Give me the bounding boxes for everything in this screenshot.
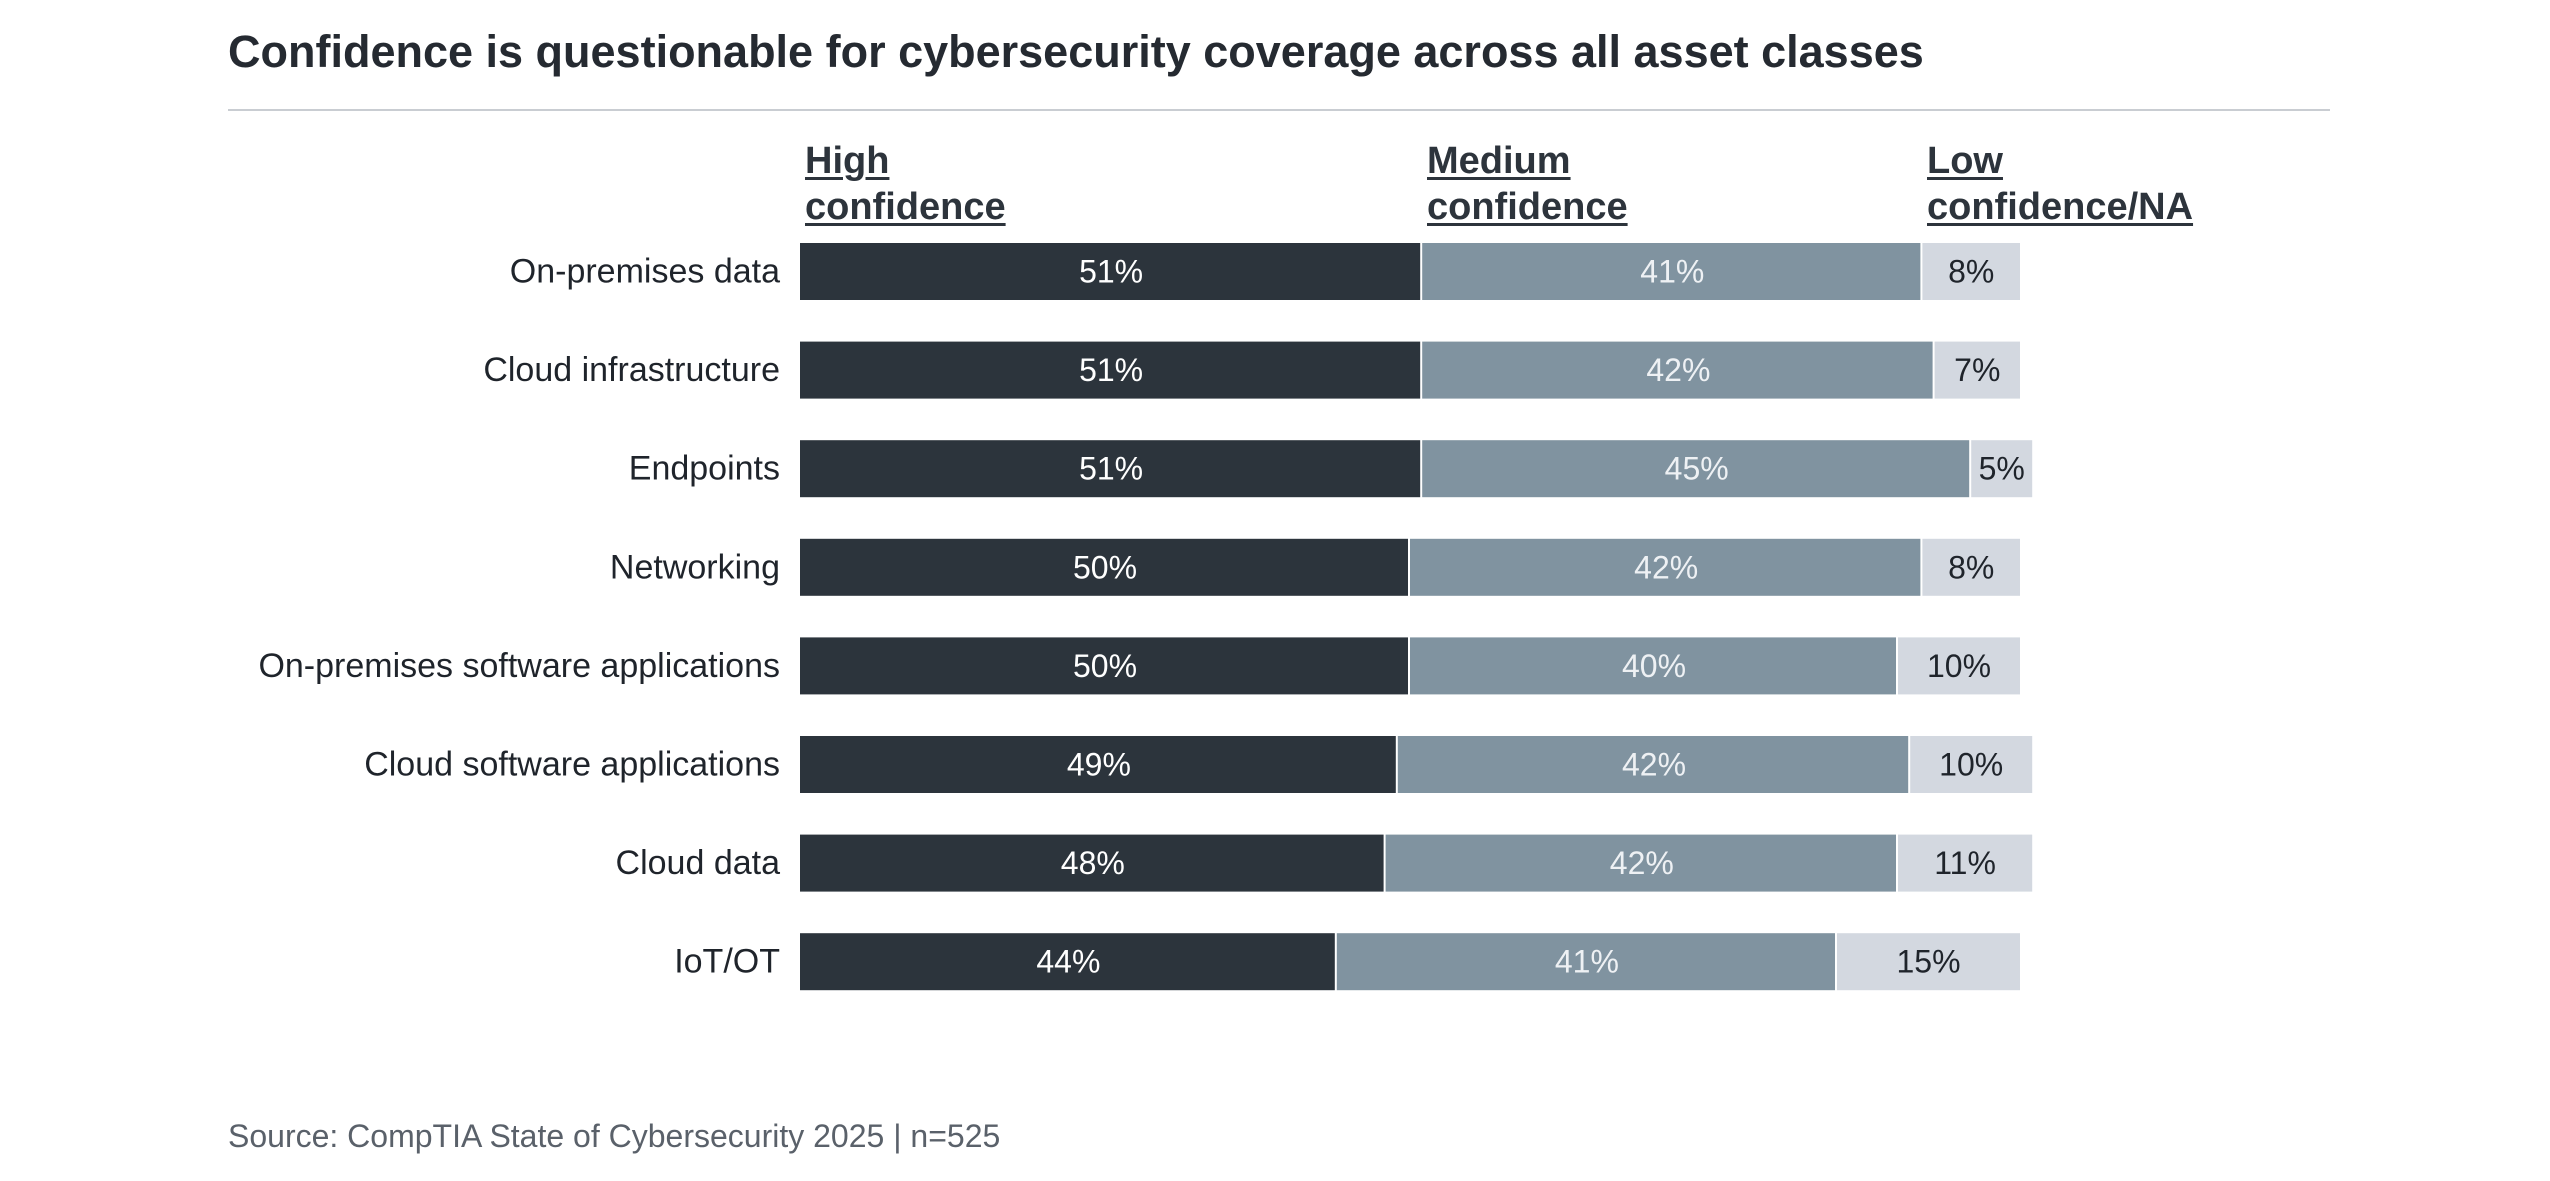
data-label-medium-iot-ot: 41% xyxy=(1555,944,1619,980)
bar-medium-cloud-data xyxy=(1385,834,1896,892)
bar-medium-cloud-infrastructure xyxy=(1422,341,1933,399)
data-label-medium-cloud-data: 42% xyxy=(1610,845,1674,881)
bar-medium-cloud-software-applications xyxy=(1397,736,1909,793)
data-label-low-on-premises-data: 8% xyxy=(1948,254,1994,290)
data-label-medium-on-premises-data: 41% xyxy=(1640,254,1704,290)
bar-low-endpoints xyxy=(1971,440,2033,498)
title-divider xyxy=(228,109,2330,111)
legend-medium-confidence: Medium confidence xyxy=(1427,138,1628,230)
category-label-cloud-data: Cloud data xyxy=(616,844,781,882)
data-label-low-cloud-software-applications: 10% xyxy=(1939,747,2003,783)
bar-high-endpoints xyxy=(800,440,1421,498)
legend-high-line2: confidence xyxy=(805,186,1006,228)
data-label-medium-on-premises-software-applications: 40% xyxy=(1622,648,1686,684)
bar-medium-on-premises-software-applications xyxy=(1410,637,1896,695)
category-label-on-premises-data: On-premises data xyxy=(510,253,780,291)
bar-high-cloud-infrastructure xyxy=(800,341,1421,399)
data-label-high-cloud-software-applications: 49% xyxy=(1067,747,1131,783)
bar-low-cloud-data xyxy=(1898,834,2033,892)
data-label-medium-endpoints: 45% xyxy=(1665,451,1729,487)
category-label-cloud-software-applications: Cloud software applications xyxy=(364,746,780,784)
bar-medium-networking xyxy=(1410,538,1921,596)
data-label-high-on-premises-data: 51% xyxy=(1079,254,1143,290)
bar-low-cloud-software-applications xyxy=(1910,736,2033,793)
bar-low-on-premises-software-applications xyxy=(1898,637,2020,695)
bar-high-iot-ot xyxy=(800,933,1335,991)
legend-high-confidence: High confidence xyxy=(805,138,1006,230)
category-label-networking: Networking xyxy=(610,548,780,586)
data-label-high-cloud-infrastructure: 51% xyxy=(1079,352,1143,388)
bar-high-networking xyxy=(800,538,1408,596)
data-label-low-iot-ot: 15% xyxy=(1896,944,1960,980)
legend-low-line2: confidence/NA xyxy=(1927,186,2194,228)
legend-low-confidence: Low confidence/NA xyxy=(1927,138,2193,230)
source-note: Source: CompTIA State of Cybersecurity 2… xyxy=(228,1118,1001,1154)
bar-medium-iot-ot xyxy=(1336,933,1835,991)
category-label-on-premises-software-applications: On-premises software applications xyxy=(258,647,780,685)
bar-high-cloud-software-applications xyxy=(800,736,1396,793)
data-label-high-endpoints: 51% xyxy=(1079,451,1143,487)
legend-high-line1: High xyxy=(805,140,890,182)
data-label-medium-cloud-infrastructure: 42% xyxy=(1646,352,1710,388)
data-label-high-iot-ot: 44% xyxy=(1036,944,1100,980)
bar-low-iot-ot xyxy=(1837,933,2020,991)
data-label-low-networking: 8% xyxy=(1948,549,1994,585)
bar-low-on-premises-data xyxy=(1922,243,2020,300)
data-label-low-on-premises-software-applications: 10% xyxy=(1927,648,1991,684)
data-label-high-cloud-data: 48% xyxy=(1061,845,1125,881)
legend-medium-line1: Medium xyxy=(1427,140,1571,182)
bar-medium-endpoints xyxy=(1422,440,1970,498)
data-label-low-cloud-data: 11% xyxy=(1934,845,1996,881)
legend-low-line1: Low xyxy=(1927,140,2003,182)
data-label-medium-networking: 42% xyxy=(1634,549,1698,585)
bar-high-cloud-data xyxy=(800,834,1384,892)
chart-title: Confidence is questionable for cybersecu… xyxy=(228,26,1924,77)
data-label-medium-cloud-software-applications: 42% xyxy=(1622,747,1686,783)
bar-medium-on-premises-data xyxy=(1422,243,1921,300)
category-label-iot-ot: IoT/OT xyxy=(674,943,780,981)
bar-low-cloud-infrastructure xyxy=(1934,341,2020,399)
data-label-low-endpoints: 5% xyxy=(1979,451,2025,487)
data-label-high-networking: 50% xyxy=(1073,549,1137,585)
category-label-endpoints: Endpoints xyxy=(629,450,780,488)
data-label-low-cloud-infrastructure: 7% xyxy=(1954,352,2000,388)
category-label-cloud-infrastructure: Cloud infrastructure xyxy=(483,351,780,389)
bar-low-networking xyxy=(1922,538,2020,596)
bar-high-on-premises-data xyxy=(800,243,1421,300)
legend-medium-line2: confidence xyxy=(1427,186,1628,228)
data-label-high-on-premises-software-applications: 50% xyxy=(1073,648,1137,684)
bar-high-on-premises-software-applications xyxy=(800,637,1408,695)
